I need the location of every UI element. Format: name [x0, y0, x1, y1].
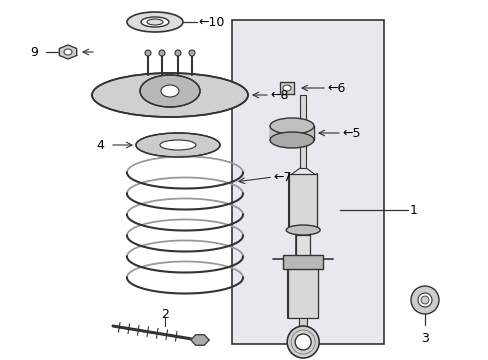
Ellipse shape [145, 50, 151, 56]
Ellipse shape [269, 118, 313, 134]
Bar [300, 95, 305, 168]
Ellipse shape [286, 326, 319, 358]
Text: 1: 1 [409, 203, 417, 216]
Bar [232, 20, 383, 344]
Ellipse shape [295, 334, 310, 350]
Ellipse shape [64, 49, 72, 55]
Polygon shape [191, 335, 208, 345]
Ellipse shape [159, 50, 164, 56]
Text: 3: 3 [420, 332, 428, 345]
Text: 9: 9 [30, 45, 38, 59]
Ellipse shape [410, 286, 438, 314]
Ellipse shape [161, 85, 179, 97]
Text: ←6: ←6 [326, 81, 345, 95]
Bar [299, 318, 306, 330]
Bar [283, 255, 323, 269]
Ellipse shape [127, 12, 183, 32]
Text: ←7: ←7 [272, 171, 291, 184]
Polygon shape [59, 45, 77, 59]
Ellipse shape [136, 133, 220, 157]
Text: ←5: ←5 [341, 126, 360, 140]
Ellipse shape [417, 293, 431, 307]
Text: ←8: ←8 [269, 89, 288, 102]
Ellipse shape [175, 50, 181, 56]
Ellipse shape [420, 296, 428, 304]
Ellipse shape [141, 17, 169, 27]
Ellipse shape [189, 50, 195, 56]
Polygon shape [279, 82, 293, 94]
Text: ←10: ←10 [198, 15, 224, 28]
Ellipse shape [269, 132, 313, 148]
Text: 4: 4 [96, 139, 103, 152]
Ellipse shape [92, 73, 247, 117]
Bar [287, 268, 318, 318]
Bar [269, 126, 313, 140]
Ellipse shape [283, 85, 290, 91]
Ellipse shape [140, 75, 200, 107]
Text: 2: 2 [161, 309, 168, 321]
Ellipse shape [147, 19, 163, 25]
Ellipse shape [285, 225, 320, 235]
Bar [288, 174, 317, 230]
Bar [296, 235, 309, 258]
Ellipse shape [160, 140, 196, 150]
